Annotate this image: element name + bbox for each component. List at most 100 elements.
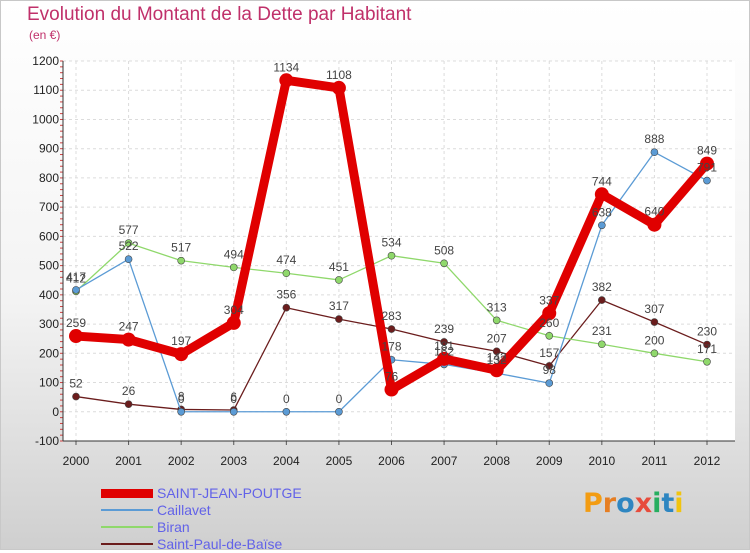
data-label: 98 <box>543 363 557 377</box>
data-point <box>282 269 291 278</box>
data-point <box>282 407 291 416</box>
y-tick-label: 1100 <box>33 83 59 97</box>
data-point <box>69 329 83 344</box>
data-point <box>598 340 606 349</box>
data-label: 304 <box>224 303 244 317</box>
data-label: 474 <box>276 253 296 267</box>
data-point <box>598 221 606 230</box>
legend-label: Biran <box>157 519 190 535</box>
data-label: 0 <box>336 392 343 406</box>
y-tick-label: 700 <box>39 200 59 214</box>
data-label: 1108 <box>326 68 352 82</box>
data-label: 317 <box>329 299 349 313</box>
data-point <box>703 357 711 366</box>
legend-swatch <box>101 488 153 498</box>
data-point <box>703 340 711 349</box>
data-point <box>177 407 185 416</box>
data-label: 283 <box>381 309 401 323</box>
y-tick-label: 200 <box>39 346 59 360</box>
proxiti-logo: Proxiti <box>583 488 684 519</box>
data-label: 849 <box>697 144 717 158</box>
data-label: 239 <box>434 322 454 336</box>
data-label: 8 <box>178 389 185 403</box>
data-label: 207 <box>487 331 507 345</box>
data-label: 157 <box>539 346 559 360</box>
data-point <box>700 156 714 171</box>
data-point <box>226 315 241 330</box>
x-tick-label: 2011 <box>642 454 668 468</box>
data-label: 517 <box>171 241 191 255</box>
data-label: 171 <box>697 342 717 356</box>
data-point <box>542 306 557 321</box>
x-tick-label: 2007 <box>431 454 458 468</box>
data-label: 200 <box>644 333 664 347</box>
plot-area <box>63 61 735 441</box>
data-label: 260 <box>539 316 559 330</box>
data-point <box>650 349 659 358</box>
data-label: 181 <box>434 339 454 353</box>
data-label: 259 <box>66 316 86 330</box>
data-point <box>124 255 133 263</box>
data-label: 744 <box>592 174 612 188</box>
data-label: 52 <box>69 377 83 391</box>
data-point <box>650 318 659 326</box>
data-label: 534 <box>381 236 401 250</box>
data-point <box>489 363 504 378</box>
data-label: 1134 <box>273 60 299 74</box>
data-label: 0 <box>283 392 290 406</box>
data-label: 313 <box>487 300 507 314</box>
data-point <box>335 407 343 416</box>
data-point <box>229 407 238 416</box>
x-tick-label: 2000 <box>63 454 90 468</box>
y-tick-label: 500 <box>39 259 59 273</box>
data-point <box>545 362 554 370</box>
chart-subtitle: (en €) <box>29 28 61 42</box>
x-tick-label: 2012 <box>694 454 721 468</box>
legend-swatch <box>101 509 153 511</box>
data-label: 197 <box>171 334 191 348</box>
data-point <box>440 259 448 268</box>
data-point <box>492 347 501 356</box>
x-tick-label: 2006 <box>378 454 405 468</box>
data-label: 888 <box>644 132 664 146</box>
x-tick-label: 2002 <box>168 454 195 468</box>
data-label: 382 <box>592 280 612 294</box>
data-point <box>387 251 396 260</box>
y-tick-label: 800 <box>39 171 59 185</box>
data-label: 178 <box>381 340 401 354</box>
data-point <box>440 338 448 346</box>
x-tick-label: 2005 <box>326 454 353 468</box>
data-point <box>124 400 133 408</box>
legend-label: SAINT-JEAN-POUTGE <box>157 485 302 501</box>
data-label: 307 <box>644 302 664 316</box>
x-tick-label: 2010 <box>588 454 615 468</box>
data-label: 522 <box>119 239 139 253</box>
data-point <box>545 331 554 340</box>
x-tick-label: 2003 <box>220 454 247 468</box>
y-tick-label: 300 <box>39 317 59 331</box>
data-point <box>282 303 291 312</box>
data-point <box>594 187 609 202</box>
data-label: 337 <box>539 293 559 307</box>
data-label: 162 <box>434 344 454 358</box>
data-point <box>279 73 294 88</box>
data-point <box>384 382 399 397</box>
data-label: 142 <box>487 350 507 364</box>
legend-label: Caillavet <box>157 502 211 518</box>
x-tick-label: 2001 <box>115 454 142 468</box>
data-point <box>124 239 133 247</box>
data-label: 412 <box>66 271 86 285</box>
data-point <box>598 296 606 304</box>
data-label: 508 <box>434 243 454 257</box>
data-label: 230 <box>697 325 717 339</box>
data-label: 76 <box>385 370 399 384</box>
data-label: 247 <box>119 320 139 334</box>
data-label: 6 <box>230 390 237 404</box>
data-label: 640 <box>644 205 664 219</box>
y-tick-label: 1200 <box>32 54 59 68</box>
data-label: 132 <box>487 353 507 367</box>
data-point <box>647 217 662 232</box>
y-tick-label: 900 <box>39 142 59 156</box>
